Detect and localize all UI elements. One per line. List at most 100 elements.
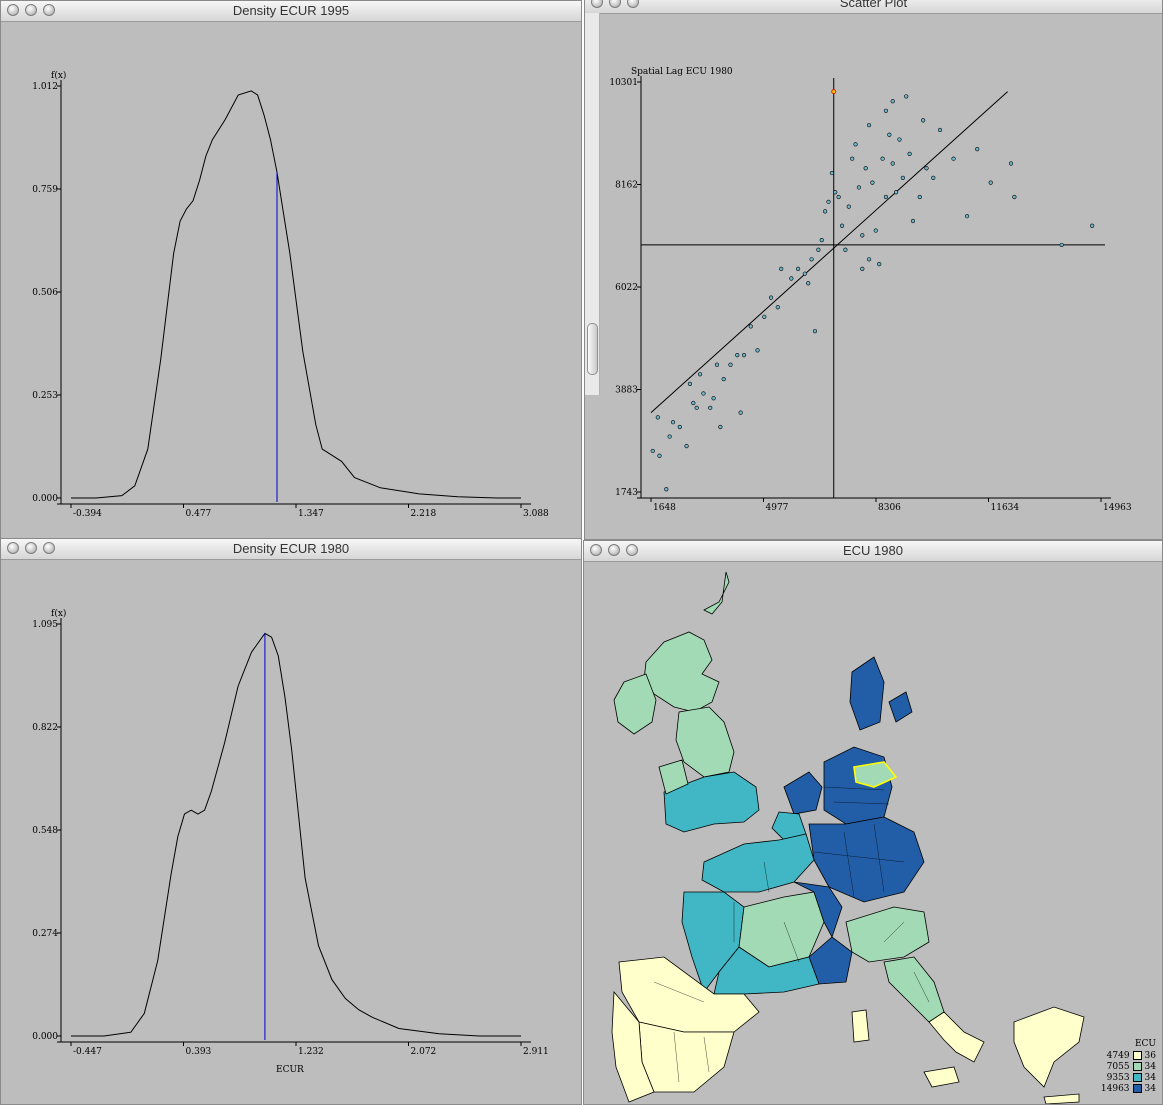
choropleth-map[interactable] [584,562,1162,1105]
scatter-point [664,487,669,492]
zoom-icon[interactable] [627,0,639,8]
scatter-point [738,410,743,415]
y-tick-label: 0.822 [32,723,58,733]
minimize-icon[interactable] [25,4,37,16]
scatter-point [826,199,831,204]
y-axis-label: f(x) [51,70,66,81]
density-1980-titlebar[interactable]: Density ECUR 1980 [1,539,581,560]
vertical-scrollbar[interactable] [585,13,600,395]
x-tick-label: 1.232 [298,1047,324,1057]
scatter-point [1059,242,1064,248]
region-netherlands [783,771,823,815]
window-controls [7,542,55,554]
scatter-point [850,156,855,161]
y-axis-label: Spatial Lag ECU 1980 [631,67,733,77]
scatter-point [655,415,660,420]
scatter-point [762,314,767,319]
zoom-icon[interactable] [43,542,55,554]
scatter-point [893,190,899,195]
region-germany-south [808,816,925,903]
scatter-point [931,175,936,180]
window-controls [7,4,55,16]
scatter-point [910,218,916,224]
legend-item: 4749 36 [1100,1050,1156,1061]
legend-item: 14963 34 [1100,1083,1156,1094]
x-tick-label: 2.072 [411,1047,437,1057]
x-tick-label: 2.218 [411,509,437,519]
close-icon[interactable] [590,544,602,556]
minimize-icon[interactable] [609,0,621,8]
scatter-titlebar[interactable]: Scatter Plot [585,0,1162,14]
scatter-point [917,194,922,200]
y-tick-label: 0.548 [32,826,58,836]
scatter-point [795,266,801,271]
x-tick-label: 4977 [766,503,789,513]
legend-title: ECU [1134,1039,1156,1049]
scatter-point [718,424,723,430]
y-tick-label: 8162 [615,181,638,191]
scatter-point [684,444,689,449]
scatter-point [809,257,814,262]
scatter-point [768,295,774,300]
region-italy-south [928,1011,985,1063]
x-tick-label: 0.393 [186,1047,212,1057]
x-tick-label: 8306 [878,503,901,513]
scatter-point [924,166,929,171]
region-italy-center [883,956,945,1023]
legend-swatch [1132,1073,1142,1082]
close-icon[interactable] [7,542,19,554]
scatter-point [708,405,713,410]
close-icon[interactable] [7,4,19,16]
scatter-point [741,353,747,358]
scrollbar-thumb[interactable] [587,323,598,375]
scatter-point [883,194,889,200]
scatter-point [694,405,699,410]
scatter-point [880,156,885,161]
region-france-north [701,833,815,893]
scatter-point [877,261,882,267]
scatter-point [873,228,878,233]
legend-count: 34 [1144,1083,1156,1094]
y-tick-label: 0.274 [32,929,58,939]
scatter-point [789,276,794,281]
region-selected [853,761,898,788]
scatter-point [1090,223,1095,228]
scatter-point [806,281,811,286]
x-tick-label: 1648 [653,503,676,513]
scatter-point [829,170,834,176]
map-area [584,562,1162,1104]
scatter-point [670,420,676,425]
region-wales [658,759,689,795]
density-1995-titlebar[interactable]: Density ECUR 1995 [1,1,581,22]
scatter-point [863,166,868,171]
minimize-icon[interactable] [608,544,620,556]
scatter-point [900,175,905,180]
zoom-icon[interactable] [626,544,638,556]
region-england-north [675,706,735,778]
scatter-point [691,400,696,406]
map-titlebar[interactable]: ECU 1980 [584,541,1162,562]
region-denmark-island [888,691,913,723]
y-tick-label: 6022 [615,283,638,293]
scatter-point [853,142,858,147]
close-icon[interactable] [591,0,603,8]
y-tick-label: 3883 [615,386,638,396]
scatter-point [890,161,895,166]
region-germany-north [823,746,893,825]
scatter-point [735,353,740,358]
zoom-icon[interactable] [43,4,55,16]
scatter-point [714,362,720,367]
region-sardinia [851,1009,870,1043]
scatter-point [904,94,909,99]
scatter-point [856,185,862,190]
x-tick-label: 1.347 [298,509,324,519]
scatter-point [1012,194,1017,200]
scatter-point [921,118,926,123]
x-tick-label: 11634 [991,503,1020,513]
region-ireland [613,673,657,735]
minimize-icon[interactable] [25,542,37,554]
region-spain-south [638,1021,735,1093]
window-title: ECU 1980 [843,543,903,558]
scatter-point [866,123,872,128]
regression-line [650,91,1008,413]
